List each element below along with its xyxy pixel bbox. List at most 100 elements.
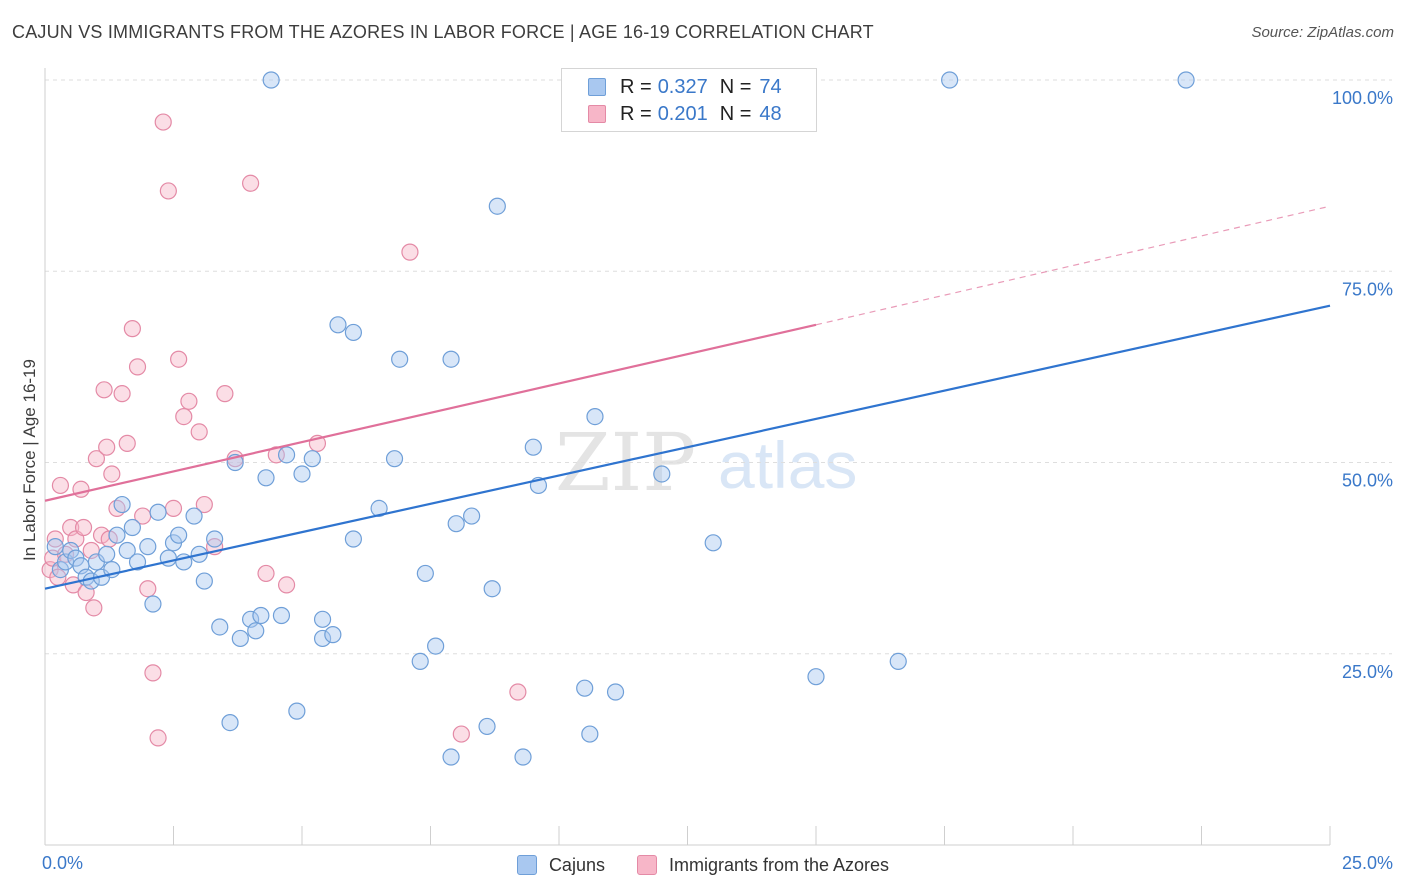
azores-point bbox=[257, 564, 275, 583]
chart-title: CAJUN VS IMMIGRANTS FROM THE AZORES IN L… bbox=[12, 22, 874, 42]
azores-point bbox=[139, 580, 157, 598]
correlation-legend: R = 0.327 N = 74 R = 0.201 N = 48 bbox=[561, 68, 817, 132]
azores-point bbox=[452, 725, 470, 743]
legend-n-value: 74 bbox=[759, 75, 782, 98]
x-tick-label: 0.0% bbox=[42, 853, 83, 873]
cajun-point bbox=[211, 618, 229, 636]
cajun-point bbox=[442, 748, 460, 766]
cajun-point bbox=[195, 572, 213, 590]
cajun-points bbox=[46, 71, 1195, 766]
cajun-point bbox=[581, 725, 599, 743]
y-tick-label: 75.0% bbox=[1342, 279, 1393, 299]
azores-point bbox=[113, 385, 131, 403]
legend-label-cajuns: Cajuns bbox=[548, 854, 605, 875]
cajun-point bbox=[206, 530, 224, 548]
azores-point bbox=[180, 392, 198, 410]
cajun-point bbox=[447, 515, 465, 533]
legend-n-label: N = bbox=[719, 75, 752, 98]
azores-point bbox=[277, 576, 296, 594]
cajun-point bbox=[941, 71, 959, 89]
cajun-point bbox=[463, 507, 481, 525]
cajun-swatch bbox=[516, 855, 537, 875]
azores-point bbox=[98, 438, 116, 456]
legend-item-azores[interactable]: Immigrants from the Azores bbox=[636, 854, 890, 876]
azores-point bbox=[123, 320, 141, 338]
azores-point bbox=[144, 664, 162, 682]
source-credit: Source: ZipAtlas.com bbox=[1251, 24, 1394, 41]
cajun-point bbox=[113, 495, 131, 514]
cajun-point bbox=[108, 526, 126, 544]
cajun-point bbox=[1177, 71, 1195, 89]
cajun-point bbox=[514, 748, 532, 766]
legend-n-label: N = bbox=[719, 102, 752, 125]
azores-point bbox=[509, 683, 527, 701]
cajun-point bbox=[277, 446, 296, 464]
azores-point bbox=[159, 182, 177, 200]
azores-point bbox=[190, 423, 208, 441]
cajun-point bbox=[313, 629, 332, 648]
legend-r-value: 0.201 bbox=[657, 102, 708, 125]
cajun-point bbox=[303, 450, 321, 468]
y-tick-labels: 25.0% 50.0% 75.0% 100.0% bbox=[1332, 88, 1393, 682]
legend-row-cajuns: R = 0.327 N = 74 bbox=[562, 73, 782, 101]
cajun-point bbox=[170, 526, 188, 544]
azores-point bbox=[87, 450, 106, 468]
y-tick-label: 25.0% bbox=[1342, 662, 1393, 682]
cajun-point bbox=[442, 350, 460, 368]
cajun-point bbox=[272, 606, 291, 625]
cajun-point bbox=[118, 541, 136, 560]
x-tick-label: 25.0% bbox=[1342, 853, 1393, 873]
cajun-point bbox=[221, 713, 239, 732]
cajun-point bbox=[416, 564, 434, 583]
azores-point bbox=[149, 729, 167, 747]
azores-points bbox=[41, 113, 527, 747]
cajun-point bbox=[344, 530, 362, 548]
legend-r-value: 0.327 bbox=[657, 75, 708, 98]
azores-point bbox=[95, 381, 113, 399]
cajun-point bbox=[46, 538, 64, 556]
series-legend: Cajuns Immigrants from the Azores bbox=[0, 852, 1406, 878]
cajun-point bbox=[606, 683, 625, 701]
azores-point bbox=[85, 599, 103, 617]
cajun-trend-line bbox=[44, 304, 1331, 590]
axes bbox=[44, 68, 1331, 846]
cajun-point bbox=[483, 580, 501, 598]
grid-lines bbox=[45, 79, 1392, 655]
cajun-point bbox=[807, 668, 825, 686]
cajun-swatch bbox=[588, 78, 606, 96]
cajun-point bbox=[149, 503, 167, 521]
azores-point bbox=[51, 476, 70, 495]
cajun-point bbox=[370, 499, 388, 517]
cajun-point bbox=[257, 469, 275, 487]
azores-point bbox=[103, 465, 121, 483]
cajun-point bbox=[391, 350, 409, 368]
cajun-point bbox=[144, 595, 162, 613]
legend-row-azores: R = 0.201 N = 48 bbox=[562, 100, 782, 128]
y-tick-label: 50.0% bbox=[1342, 471, 1393, 491]
azores-point bbox=[118, 434, 136, 452]
legend-label-azores: Immigrants from the Azores bbox=[668, 854, 890, 875]
azores-point bbox=[401, 243, 419, 261]
cajun-point bbox=[123, 518, 141, 537]
legend-n-value: 48 bbox=[759, 102, 782, 125]
zipatlas-watermark: ZIP atlas bbox=[555, 416, 857, 509]
legend-r-label: R = bbox=[620, 75, 652, 98]
cajun-point bbox=[313, 610, 332, 628]
cajun-point bbox=[586, 408, 604, 426]
azores-point bbox=[195, 495, 213, 514]
azores-point bbox=[216, 385, 234, 403]
cajun-point bbox=[427, 637, 445, 655]
cajun-point bbox=[488, 197, 506, 215]
watermark-atlas: atlas bbox=[718, 428, 857, 502]
cajun-point bbox=[98, 545, 116, 563]
azores-swatch bbox=[588, 105, 606, 123]
cajun-point bbox=[139, 538, 157, 556]
cajun-point bbox=[704, 534, 722, 552]
legend-r-label: R = bbox=[620, 102, 652, 125]
cajun-point bbox=[329, 316, 347, 334]
legend-item-cajuns[interactable]: Cajuns bbox=[516, 854, 605, 876]
cajun-point bbox=[247, 622, 265, 640]
cajun-point bbox=[385, 450, 404, 468]
azores-trend-line bbox=[44, 323, 817, 502]
